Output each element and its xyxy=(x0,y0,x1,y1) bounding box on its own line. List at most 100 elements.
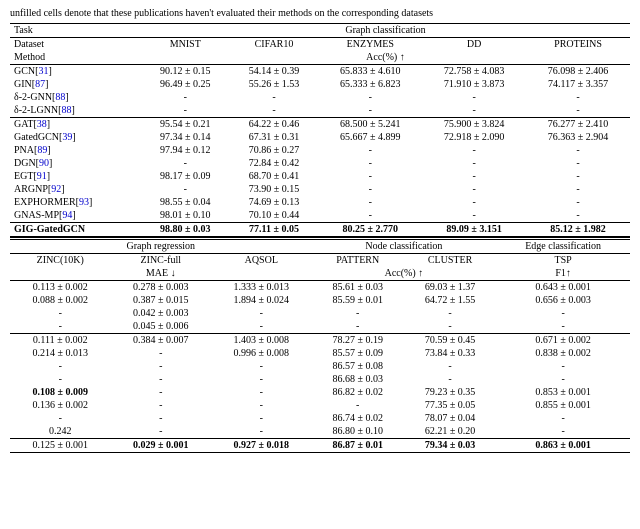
method-name: GNAS-MP[94] xyxy=(10,209,141,223)
cell: - xyxy=(111,425,212,439)
cell: 0.113 ± 0.002 xyxy=(10,281,111,295)
cell: 78.07 ± 0.04 xyxy=(404,412,496,425)
cell: 98.17 ± 0.09 xyxy=(141,170,230,183)
cell: 0.656 ± 0.003 xyxy=(496,294,630,307)
cell: - xyxy=(496,412,630,425)
citation-ref[interactable]: 38 xyxy=(37,119,47,130)
cell: - xyxy=(211,360,312,373)
table-caption: unfilled cells denote that these publica… xyxy=(10,8,630,19)
cell: 89.09 ± 3.151 xyxy=(422,223,526,237)
method-name: δ-2-GNN[88] xyxy=(10,91,141,104)
col-dd: DD xyxy=(422,38,526,52)
bottom-table: Graph regression Node classification Edg… xyxy=(10,237,630,453)
cell: 96.49 ± 0.25 xyxy=(141,78,230,91)
citation-ref[interactable]: 93 xyxy=(79,197,89,208)
cell: 98.80 ± 0.03 xyxy=(141,223,230,237)
task-node-classification: Node classification xyxy=(312,239,497,254)
metric-f1: F1↑ xyxy=(496,267,630,281)
cell: 0.855 ± 0.001 xyxy=(496,399,630,412)
cell: - xyxy=(404,360,496,373)
cell: 85.12 ± 1.982 xyxy=(526,223,630,237)
cell: 85.57 ± 0.09 xyxy=(312,347,404,360)
citation-ref[interactable]: 39 xyxy=(62,132,72,143)
cell: 85.59 ± 0.01 xyxy=(312,294,404,307)
cell: - xyxy=(111,399,212,412)
metric-mae: MAE ↓ xyxy=(111,267,212,281)
citation-ref[interactable]: 31 xyxy=(38,66,48,77)
cell: - xyxy=(211,425,312,439)
cell: - xyxy=(526,183,630,196)
cell: 0.108 ± 0.009 xyxy=(10,386,111,399)
cell: - xyxy=(211,412,312,425)
cell: 90.12 ± 0.15 xyxy=(141,65,230,79)
cell: - xyxy=(318,144,422,157)
cell: - xyxy=(211,320,312,334)
cell: - xyxy=(422,157,526,170)
cell: - xyxy=(10,373,111,386)
col-enzymes: ENZYMES xyxy=(318,38,422,52)
cell: 0.671 ± 0.002 xyxy=(496,334,630,348)
method-name: EGT[91] xyxy=(10,170,141,183)
method-name: EXPHORMER[93] xyxy=(10,196,141,209)
cell: - xyxy=(211,399,312,412)
cell: - xyxy=(111,373,212,386)
cell: 0.111 ± 0.002 xyxy=(10,334,111,348)
cell: 62.21 ± 0.20 xyxy=(404,425,496,439)
cell: 69.03 ± 1.37 xyxy=(404,281,496,295)
cell: - xyxy=(422,170,526,183)
col-proteins: PROTEINS xyxy=(526,38,630,52)
label-dataset: Dataset xyxy=(10,38,141,52)
cell: 85.61 ± 0.03 xyxy=(312,281,404,295)
cell: 80.25 ± 2.770 xyxy=(318,223,422,237)
cell: - xyxy=(526,157,630,170)
cell: - xyxy=(404,307,496,320)
cell: - xyxy=(10,307,111,320)
cell: 0.278 ± 0.003 xyxy=(111,281,212,295)
citation-ref[interactable]: 91 xyxy=(37,171,47,182)
citation-ref[interactable]: 92 xyxy=(51,184,61,195)
col-zinc10k: ZINC(10K) xyxy=(10,254,111,268)
citation-ref[interactable]: 88 xyxy=(55,92,65,103)
col-mnist: MNIST xyxy=(141,38,230,52)
cell: 78.27 ± 0.19 xyxy=(312,334,404,348)
label-task: Task xyxy=(10,24,141,38)
cell: 64.22 ± 0.46 xyxy=(230,118,319,132)
cell: - xyxy=(211,386,312,399)
cell: 77.35 ± 0.05 xyxy=(404,399,496,412)
cell: 0.387 ± 0.015 xyxy=(111,294,212,307)
cell: - xyxy=(422,209,526,223)
citation-ref[interactable]: 89 xyxy=(37,145,47,156)
cell: 86.74 ± 0.02 xyxy=(312,412,404,425)
cell: - xyxy=(526,196,630,209)
cell: 65.833 ± 4.610 xyxy=(318,65,422,79)
citation-ref[interactable]: 87 xyxy=(35,79,45,90)
method-name: GIG-GatedGCN xyxy=(10,223,141,237)
cell: 0.996 ± 0.008 xyxy=(211,347,312,360)
cell: 76.363 ± 2.904 xyxy=(526,131,630,144)
cell: 95.54 ± 0.21 xyxy=(141,118,230,132)
method-name: PNA[89] xyxy=(10,144,141,157)
cell: 0.242 xyxy=(10,425,111,439)
cell: - xyxy=(526,209,630,223)
cell: 86.68 ± 0.03 xyxy=(312,373,404,386)
citation-ref[interactable]: 90 xyxy=(39,158,49,169)
cell: 76.098 ± 2.406 xyxy=(526,65,630,79)
cell: - xyxy=(10,320,111,334)
cell: - xyxy=(526,104,630,118)
citation-ref[interactable]: 94 xyxy=(62,210,72,221)
cell: - xyxy=(141,183,230,196)
cell: 0.384 ± 0.007 xyxy=(111,334,212,348)
cell: 72.918 ± 2.090 xyxy=(422,131,526,144)
cell: 0.088 ± 0.002 xyxy=(10,294,111,307)
cell: 0.838 ± 0.002 xyxy=(496,347,630,360)
citation-ref[interactable]: 88 xyxy=(61,105,71,116)
cell: - xyxy=(422,104,526,118)
method-name: DGN[90] xyxy=(10,157,141,170)
cell: - xyxy=(312,320,404,334)
metric-acc: Acc(%) ↑ xyxy=(141,51,630,65)
cell: 0.029 ± 0.001 xyxy=(111,439,212,453)
cell: 0.214 ± 0.013 xyxy=(10,347,111,360)
cell: - xyxy=(318,183,422,196)
cell: 72.758 ± 4.083 xyxy=(422,65,526,79)
cell: 79.34 ± 0.03 xyxy=(404,439,496,453)
